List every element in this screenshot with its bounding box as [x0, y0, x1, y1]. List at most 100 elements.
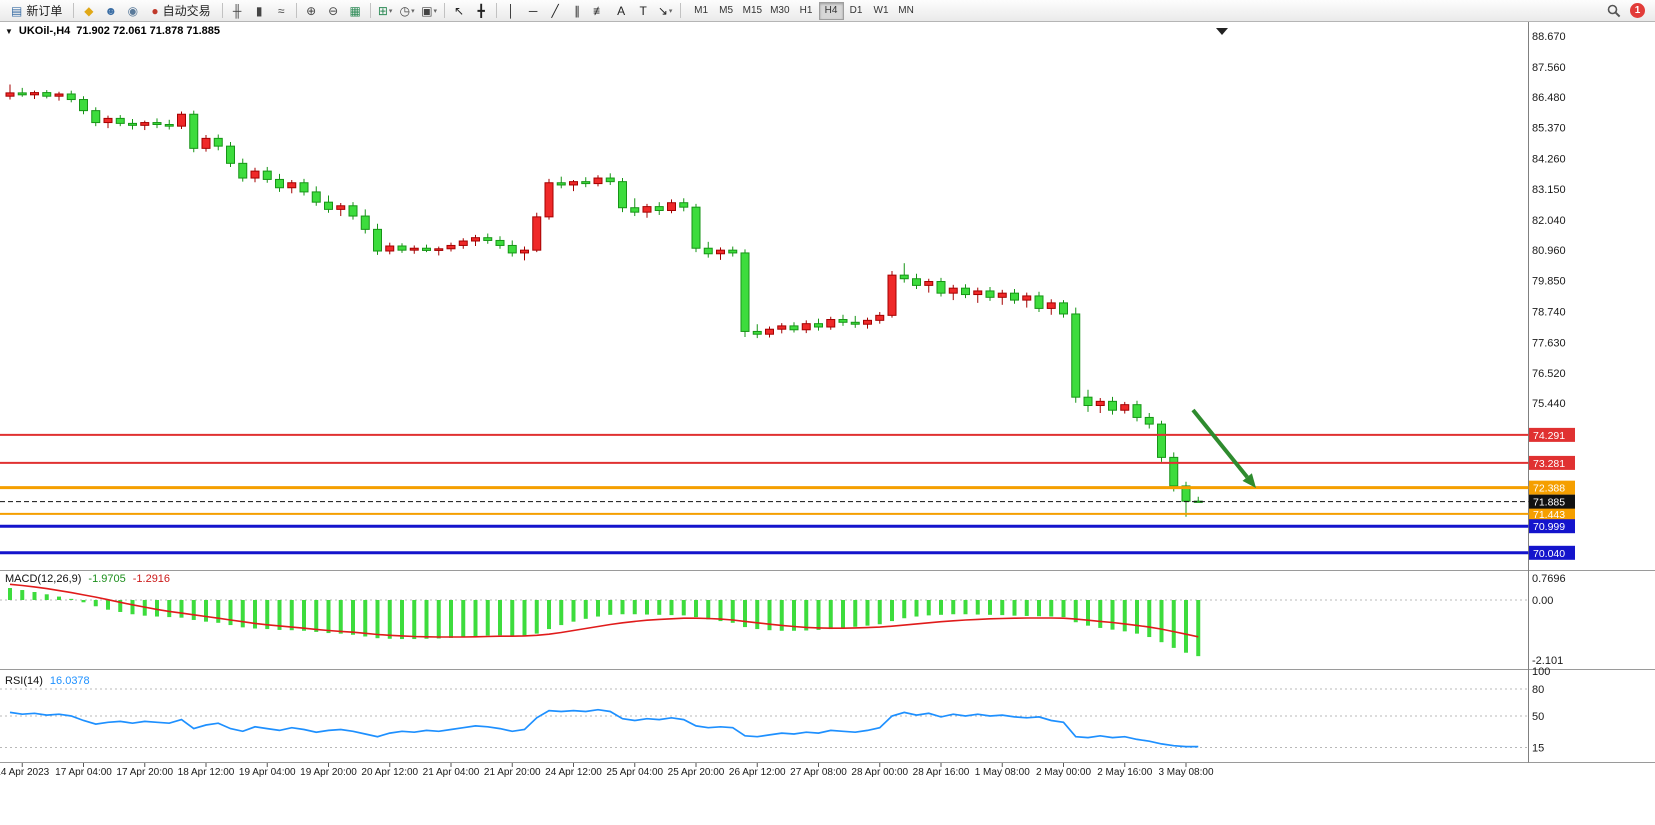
navigator-button[interactable]: ☻: [100, 2, 121, 20]
new-chart-button[interactable]: ⊞ ▾: [375, 2, 396, 20]
svg-text:0.00: 0.00: [1532, 595, 1553, 607]
zoom-in-icon: ⊕: [306, 3, 317, 18]
candlestick-mode-icon: ▮: [255, 3, 263, 18]
line-chart-mode-button[interactable]: ≈: [271, 2, 292, 20]
svg-text:19 Apr 20:00: 19 Apr 20:00: [300, 767, 357, 778]
timeframe-button-m1[interactable]: M1: [694, 5, 709, 16]
svg-text:14 Apr 2023: 14 Apr 2023: [0, 767, 50, 778]
svg-text:88.670: 88.670: [1532, 31, 1566, 43]
svg-text:86.480: 86.480: [1532, 92, 1566, 104]
toolbar-separator: [73, 3, 75, 18]
rsi-panel: [0, 688, 1529, 748]
svg-text:75.440: 75.440: [1532, 398, 1566, 410]
svg-text:70.999: 70.999: [1533, 521, 1565, 533]
svg-text:87.560: 87.560: [1532, 62, 1566, 74]
navigator-icon: ☻: [104, 3, 118, 18]
toolbar-separator: [295, 3, 297, 18]
zoom-in-button[interactable]: ⊕: [301, 2, 322, 20]
svg-text:21 Apr 20:00: 21 Apr 20:00: [484, 767, 541, 778]
chevron-down-icon[interactable]: ▼: [5, 26, 13, 36]
crosshair-tool-button[interactable]: ╋: [471, 2, 492, 20]
price-axis[interactable]: 88.670 87.560 86.480 85.370 84.260 83.150 82.0…: [1532, 31, 1566, 754]
toolbar-separator: [443, 3, 445, 18]
svg-text:28 Apr 16:00: 28 Apr 16:00: [913, 767, 970, 778]
channel-tool-icon: ∥: [574, 3, 581, 18]
svg-text:50: 50: [1532, 711, 1544, 723]
search-icon: [1607, 4, 1620, 17]
ohlc-bars-button[interactable]: ╫: [227, 2, 248, 20]
svg-text:100: 100: [1532, 666, 1550, 678]
svg-text:79.850: 79.850: [1532, 276, 1566, 288]
new-order-button-label: 新订单: [26, 4, 63, 18]
rsi-value: 16.0378: [49, 675, 90, 687]
svg-text:17 Apr 20:00: 17 Apr 20:00: [116, 767, 173, 778]
search-button[interactable]: [1603, 2, 1624, 20]
svg-text:26 Apr 12:00: 26 Apr 12:00: [729, 767, 786, 778]
toolbar-separator: [679, 3, 681, 18]
timeframe-button-h4[interactable]: H4: [818, 1, 844, 20]
macd-signal-value: -1.2916: [132, 573, 171, 585]
rsi-name: RSI(14): [5, 675, 43, 687]
dropdown-arrow-icon: ▾: [433, 7, 438, 15]
timeframe-button-m30[interactable]: M30: [770, 5, 790, 16]
timeframe-button-m15[interactable]: M15: [742, 5, 763, 16]
horizontal-line-objects[interactable]: [0, 433, 1529, 555]
svg-text:1 May 08:00: 1 May 08:00: [975, 767, 1030, 778]
market-watch-button[interactable]: ◆: [78, 2, 99, 20]
symbol-period-label: UKOil-,H4: [18, 25, 71, 37]
notifications-badge[interactable]: 1: [1630, 3, 1645, 18]
fibonacci-tool-button[interactable]: ≢: [589, 2, 610, 20]
fibonacci-tool-icon: ≢: [593, 3, 606, 18]
candlestick-series: [5, 84, 1203, 517]
dropdown-arrow-icon: ▾: [411, 7, 415, 15]
trend-arrow-object[interactable]: [1191, 408, 1256, 488]
chart-shift-marker-icon[interactable]: [1216, 28, 1228, 35]
svg-text:2 May 00:00: 2 May 00:00: [1036, 767, 1091, 778]
vertical-line-tool-button[interactable]: │: [501, 2, 522, 20]
profiles-button[interactable]: ◷ ▾: [397, 2, 418, 20]
new-order-button[interactable]: ▤ 新订单: [4, 2, 69, 20]
candlestick-mode-button[interactable]: ▮: [249, 2, 270, 20]
dropdown-arrow-icon: ▾: [388, 7, 393, 15]
timeframe-button-w1[interactable]: W1: [873, 5, 889, 16]
toolbar-separator: [369, 3, 371, 18]
svg-text:76.520: 76.520: [1532, 368, 1566, 380]
channel-tool-button[interactable]: ∥: [567, 2, 588, 20]
svg-text:25 Apr 20:00: 25 Apr 20:00: [668, 767, 725, 778]
chart-shot-button[interactable]: ▣ ▾: [419, 2, 440, 20]
time-axis[interactable]: 14 Apr 2023 17 Apr 04:00 17 Apr 20:00 18 Ap…: [0, 763, 1214, 778]
timeframe-button-h1[interactable]: H1: [799, 5, 813, 16]
zoom-out-button[interactable]: ⊖: [323, 2, 344, 20]
ohlc-values: 71.902 72.061 71.878 71.885: [76, 25, 221, 37]
chart-canvas[interactable]: 88.670 87.560 86.480 85.370 84.260 83.150 82.0…: [0, 22, 1655, 825]
timeframe-button-d1[interactable]: D1: [849, 5, 863, 16]
chart-title: ▼ UKOil-,H4 71.902 72.061 71.878 71.885: [5, 25, 220, 37]
svg-text:24 Apr 12:00: 24 Apr 12:00: [545, 767, 602, 778]
timeframe-button-m5[interactable]: M5: [719, 5, 734, 16]
label-tool-button[interactable]: T: [633, 2, 654, 20]
svg-text:3 May 08:00: 3 May 08:00: [1158, 767, 1213, 778]
svg-text:2 May 16:00: 2 May 16:00: [1097, 767, 1152, 778]
svg-text:78.740: 78.740: [1532, 306, 1566, 318]
new-chart-icon: ⊞: [377, 3, 388, 18]
autotrading-button[interactable]: ● 自动交易: [144, 2, 217, 20]
timeframe-button-mn[interactable]: MN: [898, 5, 914, 16]
text-tool-icon: A: [617, 3, 626, 18]
tile-windows-button[interactable]: ▦: [345, 2, 366, 20]
svg-text:28 Apr 00:00: 28 Apr 00:00: [851, 767, 908, 778]
horizontal-line-tool-button[interactable]: ─: [523, 2, 544, 20]
profiles-icon: ◷: [399, 3, 411, 18]
cursor-tool-button[interactable]: ↖: [449, 2, 470, 20]
text-tool-button[interactable]: A: [611, 2, 632, 20]
terminal-button[interactable]: ◉: [122, 2, 143, 20]
svg-text:83.150: 83.150: [1532, 184, 1566, 196]
arrows-tool-button[interactable]: ↘ ▾: [655, 2, 676, 20]
autotrading-icon: ●: [151, 3, 159, 18]
trendline-tool-button[interactable]: ╱: [545, 2, 566, 20]
tile-windows-icon: ▦: [349, 3, 361, 18]
svg-text:74.291: 74.291: [1533, 430, 1565, 442]
toolbar: ▤ 新订单 ◆ ☻ ◉ ● 自动交易 ╫ ▮ ≈ ⊕ ⊖ ▦ ⊞ ▾ ◷ ▾ ▣ ▾ ↖ ╋ │ ─ ╱ ∥ ≢ A T ↘ ▾ M1 M5 M…: [0, 0, 1655, 22]
svg-text:73.281: 73.281: [1533, 458, 1565, 470]
toolbar-separator: [495, 3, 497, 18]
svg-text:80.960: 80.960: [1532, 245, 1566, 257]
